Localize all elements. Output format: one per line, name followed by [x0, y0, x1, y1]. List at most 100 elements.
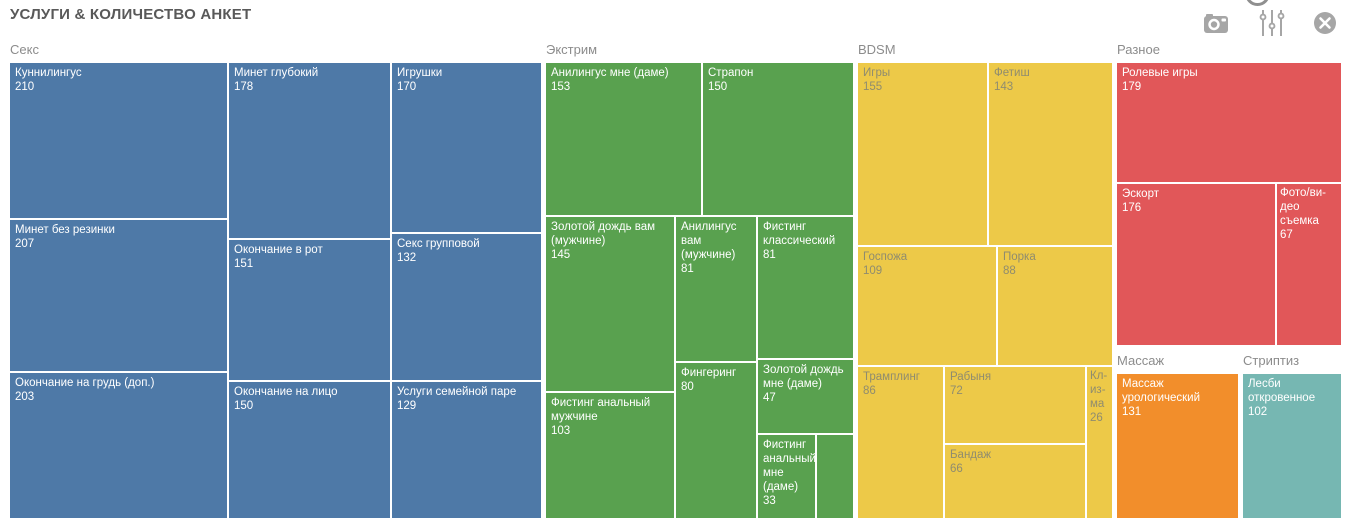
cell-label: Фистинг классический — [763, 221, 836, 247]
treemap-cell[interactable]: Массаж урологический 131 — [1117, 374, 1238, 518]
cell-value: 210 — [15, 81, 35, 93]
cell-label: Фистинг анальный мне (даме) — [763, 439, 815, 493]
treemap-cell[interactable]: Страпон 150 — [703, 63, 853, 215]
group-header-massazh[interactable]: Массаж — [1117, 353, 1165, 368]
treemap-cell[interactable]: Куннилингус 210 — [10, 63, 227, 218]
treemap-cell[interactable]: Рабыня 72 — [945, 367, 1085, 443]
cell-value: 33 — [763, 495, 776, 507]
cell-label: Анилингус мне (даме) — [551, 67, 669, 79]
cell-label: Рабыня — [950, 371, 992, 383]
treemap-cell[interactable]: Окончание на грудь (доп.) 203 — [10, 373, 227, 518]
cell-label: Окончание на лицо — [234, 386, 338, 398]
cell-label: Трамплинг — [863, 371, 920, 383]
treemap-cell[interactable]: Фото/ви-део съемка 67 — [1277, 184, 1341, 345]
treemap-cell[interactable]: Фистинг классический 81 — [758, 217, 853, 358]
cell-label: Фото/ви-део съемка — [1280, 187, 1326, 227]
treemap-cell[interactable]: Золотой дождь вам (мужчине) 145 — [546, 217, 674, 391]
cell-label: Секс групповой — [397, 238, 480, 250]
treemap-cell[interactable]: Игрушки 170 — [392, 63, 541, 232]
cell-label: Фингеринг — [681, 367, 737, 379]
cell-value: 80 — [681, 381, 694, 393]
chart-title: УСЛУГИ & КОЛИЧЕСТВО АНКЕТ — [10, 6, 252, 23]
treemap-cell[interactable]: Трамплинг 86 — [858, 367, 943, 518]
cell-label: Окончание на грудь (доп.) — [15, 377, 155, 389]
cell-label: Фетиш — [994, 67, 1030, 79]
cell-value: 151 — [234, 258, 254, 270]
cell-value: 26 — [1090, 412, 1103, 424]
cell-value: 145 — [551, 249, 571, 261]
group-header-striptiz[interactable]: Стриптиз — [1243, 353, 1300, 368]
cell-label: Окончание в рот — [234, 244, 323, 256]
cell-value: 88 — [1003, 265, 1016, 277]
treemap-cell[interactable]: Фистинг анальный мне (даме) 33 — [758, 435, 815, 518]
cell-value: 143 — [994, 81, 1014, 93]
close-button[interactable] — [1313, 11, 1337, 35]
cell-label: Страпон — [708, 67, 754, 79]
cell-label: Фистинг анальный мужчине — [551, 397, 651, 423]
treemap-cell[interactable]: Анилингус вам (мужчине) 81 — [676, 217, 756, 361]
treemap-cell[interactable]: Анилингус мне (даме) 153 — [546, 63, 701, 215]
cell-label: Минет без резинки — [15, 224, 115, 236]
close-icon — [1314, 12, 1336, 34]
cell-label: Эскорт — [1122, 188, 1159, 200]
treemap-cell[interactable]: Окончание на лицо 150 — [229, 382, 390, 518]
cell-label: Услуги семейной паре — [397, 386, 517, 398]
snapshot-button[interactable] — [1203, 12, 1229, 34]
cell-value: 81 — [681, 263, 694, 275]
cell-value: 103 — [551, 425, 571, 437]
cell-label: Лесби откровенное — [1248, 378, 1316, 404]
treemap-cell[interactable]: Госпожа 109 — [858, 247, 996, 365]
cell-label: Золотой дождь мне (даме) — [763, 364, 844, 390]
group-header-bdsm[interactable]: BDSM — [858, 42, 896, 57]
cell-value: 81 — [763, 249, 776, 261]
treemap-cell[interactable]: Кл-из-ма 26 — [1087, 367, 1112, 518]
cell-value: 203 — [15, 391, 35, 403]
treemap-cell[interactable]: Эскорт 176 — [1117, 184, 1275, 345]
cell-label: Золотой дождь вам (мужчине) — [551, 221, 656, 247]
cell-value: 109 — [863, 265, 883, 277]
cell-value: 72 — [950, 385, 963, 397]
treemap-cell[interactable]: Игры 155 — [858, 63, 987, 245]
cell-label: Ролевые игры — [1122, 67, 1198, 79]
treemap-cell[interactable]: Минет без резинки 207 — [10, 220, 227, 371]
cell-label: Анилингус вам (мужчине) — [681, 221, 737, 261]
treemap-cell[interactable]: Лесби откровенное 102 — [1243, 374, 1341, 518]
camera-icon — [1204, 14, 1228, 33]
cell-value: 153 — [551, 81, 571, 93]
cell-value: 170 — [397, 81, 417, 93]
treemap-cell[interactable]: Бандаж 66 — [945, 445, 1085, 518]
treemap-cell[interactable]: Порка 88 — [998, 247, 1112, 365]
treemap-cell[interactable]: Ролевые игры 179 — [1117, 63, 1341, 182]
cell-value: 150 — [234, 400, 254, 412]
cell-value: 150 — [708, 81, 728, 93]
group-header-ekstrim[interactable]: Экстрим — [546, 42, 598, 57]
cell-value: 66 — [950, 463, 963, 475]
treemap-cell[interactable]: Фетиш 143 — [989, 63, 1112, 245]
partial-toolbar-circle[interactable] — [1245, 0, 1270, 6]
treemap-cell[interactable]: Минет глубокий 178 — [229, 63, 390, 238]
treemap-cell[interactable]: Окончание в рот 151 — [229, 240, 390, 380]
treemap-cell[interactable]: Золотой дождь мне (даме) 47 — [758, 360, 853, 433]
cell-value: 47 — [763, 392, 776, 404]
sliders-icon — [1259, 10, 1285, 36]
cell-label: Игры — [863, 67, 891, 79]
group-header-seks[interactable]: Секс — [10, 42, 39, 57]
cell-label: Игрушки — [397, 67, 443, 79]
treemap-cell[interactable] — [817, 435, 853, 518]
treemap-cell[interactable]: Услуги семейной паре 129 — [392, 382, 541, 518]
cell-label: Куннилингус — [15, 67, 82, 79]
cell-label: Госпожа — [863, 251, 908, 263]
cell-label: Порка — [1003, 251, 1036, 263]
cell-value: 155 — [863, 81, 883, 93]
group-header-raznoe[interactable]: Разное — [1117, 42, 1160, 57]
treemap-cell[interactable]: Секс групповой 132 — [392, 234, 541, 380]
cell-label: Массаж урологический — [1122, 378, 1201, 404]
cell-label: Кл-из-ма — [1090, 370, 1108, 410]
cell-value: 178 — [234, 81, 254, 93]
treemap-cell[interactable]: Фингеринг 80 — [676, 363, 756, 518]
exploration-menu-button[interactable] — [1258, 9, 1286, 37]
cell-value: 179 — [1122, 81, 1142, 93]
treemap-cell[interactable]: Фистинг анальный мужчине 103 — [546, 393, 674, 518]
cell-label: Минет глубокий — [234, 67, 319, 79]
